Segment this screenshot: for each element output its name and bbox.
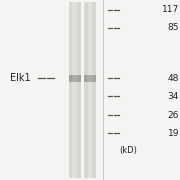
Text: 48: 48 bbox=[168, 74, 179, 83]
Bar bbox=[88, 2, 92, 178]
Bar bbox=[84, 75, 96, 82]
Bar bbox=[69, 2, 81, 178]
Text: (kD): (kD) bbox=[119, 146, 137, 155]
Text: 117: 117 bbox=[162, 5, 179, 14]
Bar bbox=[84, 2, 96, 178]
Text: 19: 19 bbox=[168, 129, 179, 138]
Text: 85: 85 bbox=[168, 23, 179, 32]
Bar bbox=[72, 75, 78, 82]
Bar bbox=[69, 75, 81, 82]
Bar bbox=[72, 2, 77, 178]
Bar bbox=[87, 75, 93, 82]
Text: 34: 34 bbox=[168, 92, 179, 101]
Text: Elk1: Elk1 bbox=[10, 73, 31, 83]
Text: 26: 26 bbox=[168, 111, 179, 120]
